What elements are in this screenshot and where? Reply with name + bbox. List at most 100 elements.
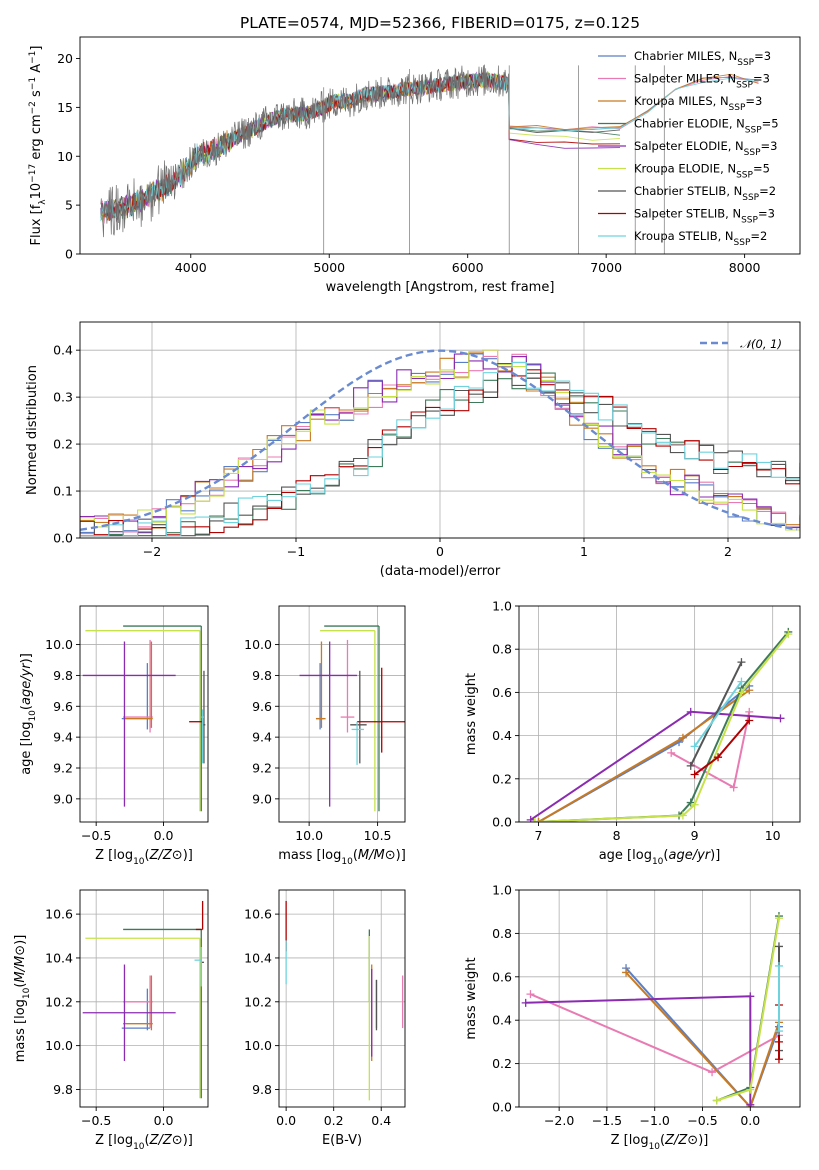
weight-vs-Z-axes: −2.0 −1.5 −1.0 −0.5 0.0 0.0 0.2 0.4 0.6 0.8 1.0 xyxy=(492,883,800,1128)
weight-vs-Z-point-marker xyxy=(774,1037,783,1046)
age-vs-Z-axes: −0.5 0.0 9.0 9.2 9.4 9.6 9.8 10.0 xyxy=(45,606,208,843)
spectrum-ylabel-part: −17 xyxy=(28,164,38,183)
residuals-xtick-label: 0 xyxy=(436,544,444,559)
weight-vs-Z-ytick-label: 0.0 xyxy=(492,1100,512,1115)
residuals-frame xyxy=(79,321,801,539)
legend-entry-gaussian: 𝒩(0, 1) xyxy=(740,337,782,351)
spectrum-ylabel-part: Flux [f xyxy=(29,204,44,245)
mass-vs-EBV-ytick-label: 10.2 xyxy=(244,994,272,1009)
weight-vs-age-ylabel: mass weight xyxy=(464,673,479,755)
weight-vs-Z-frame xyxy=(518,889,801,1108)
age-vs-Z-ylabel-part: age [log xyxy=(19,722,34,775)
weight-vs-Z-series-group xyxy=(521,912,783,1107)
age-vs-mass-ytick-label: 10.0 xyxy=(244,637,272,652)
spectrum-xtick-label: 6000 xyxy=(452,260,484,275)
mass-vs-Z-ytick-label: 10.4 xyxy=(45,950,73,965)
legend-entry-part: SSP xyxy=(734,238,751,248)
spectrum-ytick-label: 20 xyxy=(57,51,73,66)
residuals-histogram-line xyxy=(80,362,800,537)
age-vs-Z-xtick-label: 0.0 xyxy=(154,828,174,843)
age-vs-Z-frame xyxy=(79,605,209,823)
age-vs-Z-ytick-label: 9.6 xyxy=(53,699,73,714)
weight-vs-Z-point-marker xyxy=(712,1096,721,1105)
mass-vs-EBV-xlabel: E(B-V) xyxy=(322,1133,362,1148)
age-vs-Z-ylabel-part: 10 xyxy=(28,710,38,722)
age-vs-mass-axes: 10.0 10.5 9.0 9.2 9.4 9.6 9.8 10.0 xyxy=(244,606,405,843)
weight-vs-age-point-marker xyxy=(678,811,687,820)
weight-vs-age-xtick-label: 10 xyxy=(765,828,781,843)
age-vs-mass-ytick-label: 9.6 xyxy=(252,699,272,714)
spectrum-ylabel-part: −1 xyxy=(28,51,38,64)
mass-vs-EBV-ytick-label: 9.8 xyxy=(252,1082,272,1097)
weight-vs-Z-point-marker xyxy=(521,998,530,1007)
weight-vs-age-xlabel-part: 10 xyxy=(652,857,664,867)
weight-vs-Z-xtick-label: −2.0 xyxy=(544,1113,574,1128)
age-vs-mass-ytick-label: 9.0 xyxy=(252,791,272,806)
spectrum-xtick-label: 5000 xyxy=(313,260,345,275)
spectrum-axes: 4000 5000 6000 7000 8000 0 5 10 15 20 xyxy=(57,51,760,275)
weight-vs-Z-xtick-label: −1.5 xyxy=(592,1113,622,1128)
weight-vs-Z-xtick-label: −0.5 xyxy=(687,1113,717,1128)
spectrum-ylabel-part: ] xyxy=(29,46,44,51)
mass-vs-Z-frame xyxy=(79,889,209,1108)
spectrum-ylabel-part: −2 xyxy=(28,101,38,114)
legend-entry-part: Salpeter MILES, N xyxy=(634,72,736,86)
legend-entry-part: SSP xyxy=(737,58,754,68)
weight-vs-Z-point-marker xyxy=(774,1055,783,1064)
mass-vs-Z-ytick-label: 10.6 xyxy=(45,907,73,922)
legend-entry-part: Chabrier STELIB, N xyxy=(634,184,742,198)
age-vs-Z-points-group xyxy=(82,625,206,812)
age-vs-Z-xlabel-part: )] xyxy=(183,848,193,863)
weight-vs-age-point-marker xyxy=(690,770,699,779)
weight-vs-Z-point-marker xyxy=(746,1100,755,1107)
age-vs-Z-xlabel-part: Z [log xyxy=(95,848,133,863)
age-vs-mass-xlabel: mass [log10(M/M⊙)] xyxy=(278,848,406,867)
mass-vs-Z-ylabel: mass [log10(M/M⊙)] xyxy=(13,935,32,1063)
age-vs-Z-xlabel-part: 10 xyxy=(133,857,145,867)
age-vs-Z-xlabel: Z [log10(Z/Z⊙)] xyxy=(95,848,193,867)
weight-vs-age-xlabel-part: age [log xyxy=(599,848,652,863)
spectrum-ylabel: Flux [fλ10−17 erg cm−2 s−1 A−1] xyxy=(28,46,48,246)
mass-vs-EBV-axes: 0.0 0.2 0.4 9.8 10.0 10.2 10.4 10.6 xyxy=(244,890,405,1128)
age-vs-mass-xlabel-part: ( xyxy=(353,848,358,863)
age-vs-mass-xtick-label: 10.0 xyxy=(295,828,323,843)
legend-entry-part: =2 xyxy=(759,184,776,198)
spectrum-xtick-label: 7000 xyxy=(590,260,622,275)
weight-vs-age-ytick-label: 0.0 xyxy=(492,815,512,830)
age-vs-Z-ytick-label: 10.0 xyxy=(45,637,73,652)
weight-vs-Z-ytick-label: 0.6 xyxy=(492,969,512,984)
weight-vs-age-xtick-label: 7 xyxy=(535,828,543,843)
legend-entry-part: Kroupa STELIB, N xyxy=(634,229,734,243)
mass-vs-Z-ylabel-part: 10 xyxy=(22,987,32,999)
mass-vs-Z-ylabel-part: ( xyxy=(13,983,28,988)
weight-vs-age-point-marker xyxy=(526,815,535,822)
weight-vs-Z-xtick-label: −1.0 xyxy=(640,1113,670,1128)
weight-vs-age-ytick-label: 0.2 xyxy=(492,771,512,786)
residuals-ytick-label: 0.4 xyxy=(53,343,73,358)
age-vs-mass-xlabel-part: mass [log xyxy=(278,848,341,863)
weight-vs-Z-point-marker xyxy=(774,914,783,923)
weight-vs-age-series-line xyxy=(534,631,790,822)
mass-vs-Z-xlabel-part: Z [log xyxy=(95,1133,133,1148)
legend-entry-part: SSP xyxy=(736,81,753,91)
age-vs-mass-ytick-label: 9.4 xyxy=(252,730,272,745)
weight-vs-Z-point-marker xyxy=(774,1027,783,1036)
mass-vs-Z-xtick-label: 0.0 xyxy=(154,1113,174,1128)
age-vs-Z-ylabel-part: )] xyxy=(19,653,34,663)
age-vs-Z-xlabel-part: ( xyxy=(145,848,150,863)
spectrum-ytick-label: 0 xyxy=(65,247,73,262)
legend-entry: Kroupa ELODIE, NSSP=5 xyxy=(634,162,770,181)
legend-entry-part: SSP xyxy=(745,126,762,136)
mass-vs-Z-xlabel-part: ( xyxy=(145,1133,150,1148)
weight-vs-Z-point-marker xyxy=(622,968,631,977)
age-vs-Z-ylabel: age [log10(age/yr)] xyxy=(19,653,38,775)
weight-vs-age-point-marker xyxy=(784,630,793,639)
weight-vs-Z-xlabel-part: Z/Z⊙ xyxy=(664,1133,698,1148)
weight-vs-age-point-marker xyxy=(667,748,676,757)
legend-entry-part: =3 xyxy=(753,72,770,86)
weight-vs-age-axes: 7 8 9 10 0.0 0.2 0.4 0.6 0.8 1.0 xyxy=(492,599,800,843)
age-vs-Z-xtick-label: −0.5 xyxy=(81,828,111,843)
weight-vs-age-point-marker xyxy=(737,658,746,667)
weight-vs-age-point-marker xyxy=(776,714,785,723)
spectrum-xtick-label: 8000 xyxy=(729,260,761,275)
